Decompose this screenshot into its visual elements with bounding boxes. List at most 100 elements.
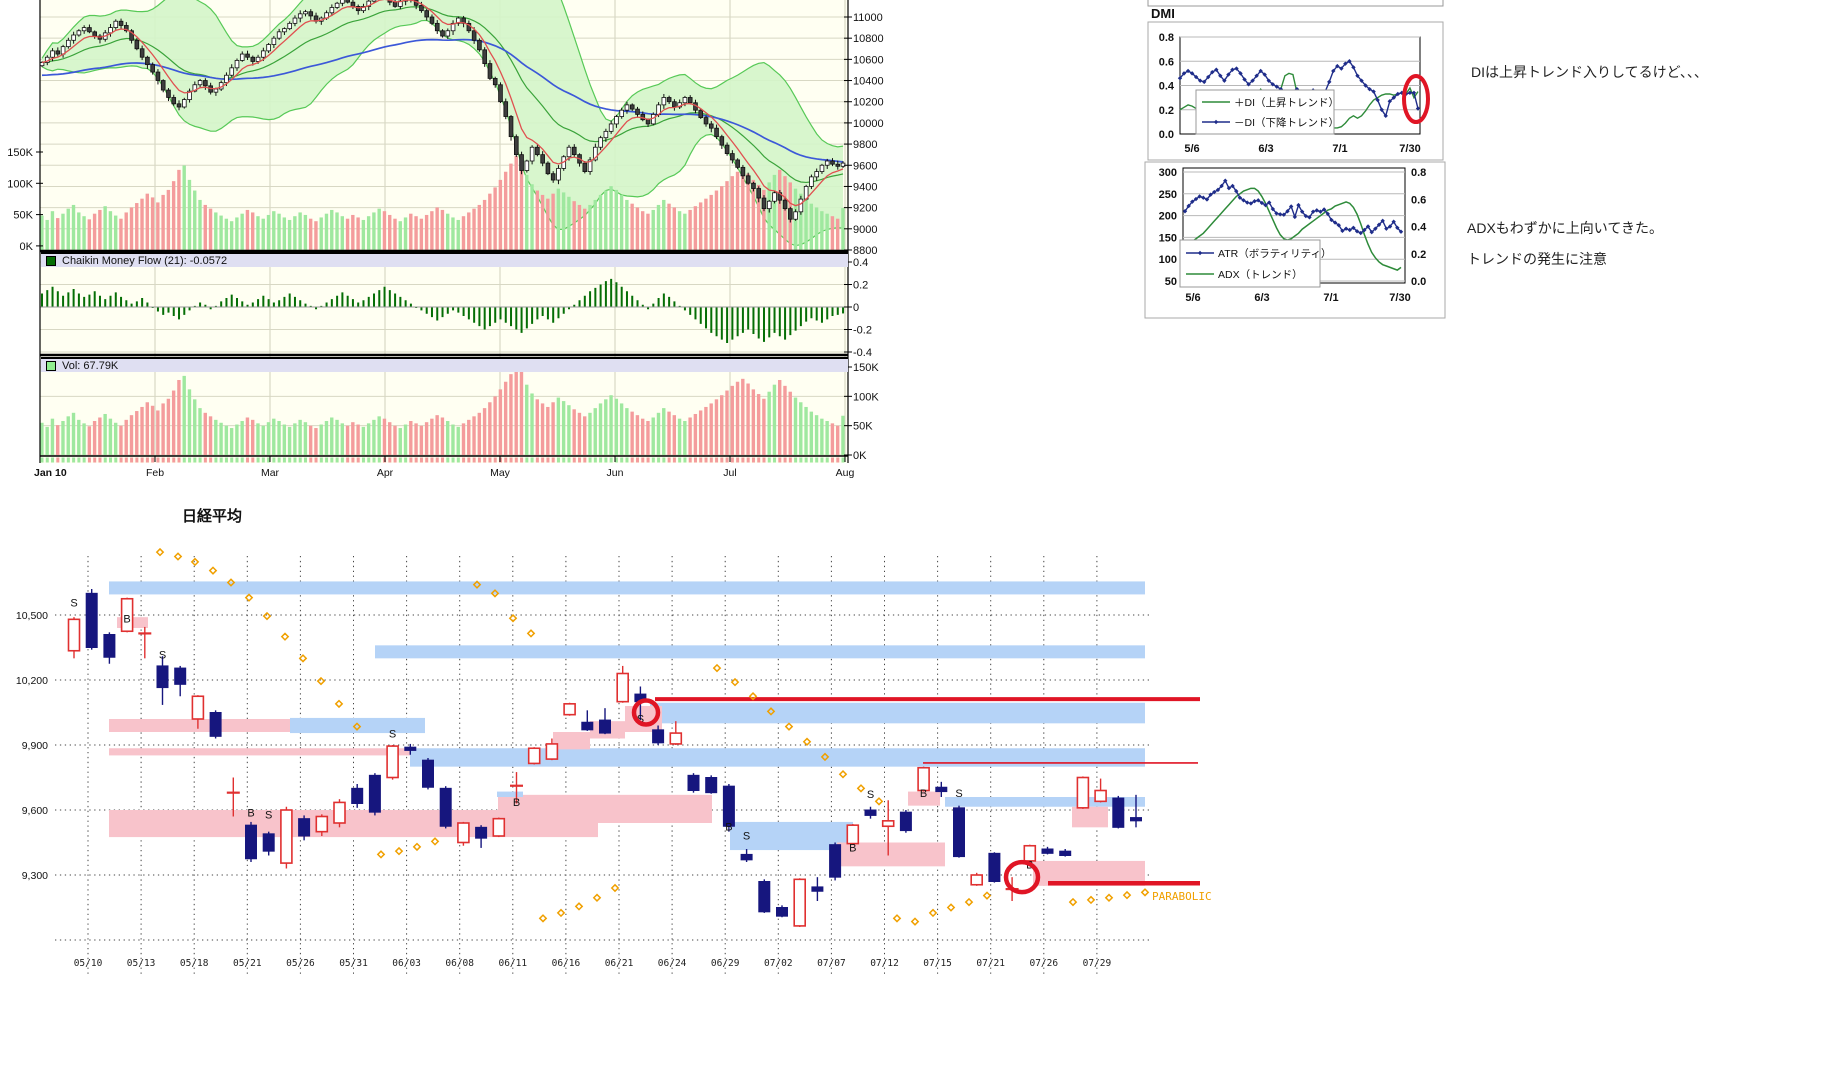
svg-text:06/11: 06/11 xyxy=(498,958,527,969)
svg-text:5/6: 5/6 xyxy=(1185,292,1200,304)
svg-text:＋DI（上昇トレンド）: ＋DI（上昇トレンド） xyxy=(1234,97,1339,109)
svg-text:10800: 10800 xyxy=(853,33,884,45)
svg-text:Jul: Jul xyxy=(723,467,736,479)
annotation-adx-up: ADXもわずかに上向いてきた。 xyxy=(1467,220,1663,236)
sell-signal-label: S xyxy=(867,789,874,801)
svg-text:07/15: 07/15 xyxy=(923,958,952,969)
svg-text:07/21: 07/21 xyxy=(976,958,1005,969)
svg-text:0.6: 0.6 xyxy=(1411,194,1426,206)
svg-text:11000: 11000 xyxy=(853,12,883,24)
svg-text:05/18: 05/18 xyxy=(180,958,209,969)
cmf-legend-swatch-icon xyxy=(46,255,56,266)
volume-overlay xyxy=(40,156,845,250)
sell-signal-label: S xyxy=(637,713,644,725)
svg-text:-0.4: -0.4 xyxy=(853,347,872,359)
svg-text:-0.2: -0.2 xyxy=(853,325,872,337)
svg-text:5/6: 5/6 xyxy=(1184,143,1199,155)
svg-text:06/03: 06/03 xyxy=(392,958,421,969)
svg-text:07/26: 07/26 xyxy=(1029,958,1058,969)
svg-text:0.4: 0.4 xyxy=(1159,81,1175,93)
svg-text:10600: 10600 xyxy=(853,54,884,66)
svg-text:May: May xyxy=(490,467,511,479)
atr-legend: ATR（ボラティリティ） ADX（トレンド） xyxy=(1179,239,1331,288)
svg-text:07/29: 07/29 xyxy=(1083,958,1112,969)
sell-signal-label: S xyxy=(955,788,962,800)
svg-text:Mar: Mar xyxy=(261,467,280,479)
svg-text:Feb: Feb xyxy=(146,467,164,479)
vol-header-strip: Vol: 67.79K xyxy=(41,357,848,372)
svg-text:300: 300 xyxy=(1159,167,1177,179)
sell-signal-label: S xyxy=(389,728,396,740)
svg-text:50K: 50K xyxy=(13,210,33,222)
vol-label: Vol: 67.79K xyxy=(62,359,119,372)
sell-signal-label: S xyxy=(70,597,77,609)
nikkei-chart-title: 日経平均 xyxy=(182,508,243,525)
svg-text:Jun: Jun xyxy=(607,467,624,479)
atr-adx-panel: 300 250 200 150 100 50 0.8 0.6 0.4 0.2 0.0 ATR（ボラティ… xyxy=(1144,161,1446,319)
svg-text:－DI（下降トレンド）: －DI（下降トレンド） xyxy=(1234,116,1339,129)
svg-text:10400: 10400 xyxy=(853,76,884,88)
cmf-header-strip: Chaikin Money Flow (21): -0.0572 xyxy=(41,252,848,267)
buy-signal-label: B xyxy=(247,808,254,820)
signal-red-circle-annotation xyxy=(631,698,661,727)
svg-text:7/1: 7/1 xyxy=(1323,292,1338,304)
svg-text:50K: 50K xyxy=(853,421,873,433)
svg-text:07/12: 07/12 xyxy=(870,958,899,969)
annotation-trend-caution: トレンドの発生に注意 xyxy=(1467,251,1607,267)
buy-signal-label: B xyxy=(920,788,927,800)
sell-signal-label: S xyxy=(743,830,750,842)
svg-text:9000: 9000 xyxy=(853,224,877,236)
svg-text:100: 100 xyxy=(1159,254,1177,266)
signal-red-circle-annotation xyxy=(1003,859,1041,895)
dmi-legend: ＋DI（上昇トレンド） －DI（下降トレンド） xyxy=(1195,89,1339,135)
sell-signal-label: S xyxy=(159,649,166,661)
svg-text:9,600: 9,600 xyxy=(22,805,48,817)
svg-text:200: 200 xyxy=(1159,211,1177,223)
dmi-panel: 0.8 0.6 0.4 0.2 0.0 ＋DI（上昇トレンド） －DI（下降トレンド） 5/6… xyxy=(1147,0,1444,161)
vol-panel-bars xyxy=(40,367,845,455)
daily-chart: 11000 10800 10600 10400 10200 10000 9800 9600 94… xyxy=(7,0,884,479)
svg-text:10,500: 10,500 xyxy=(16,610,48,622)
svg-text:06/29: 06/29 xyxy=(711,958,740,969)
svg-text:06/21: 06/21 xyxy=(605,958,634,969)
svg-text:0K: 0K xyxy=(853,450,867,462)
vol-legend-swatch-icon xyxy=(46,360,56,371)
svg-text:0.2: 0.2 xyxy=(853,280,868,292)
buy-signal-label: B xyxy=(513,797,520,809)
svg-text:150K: 150K xyxy=(7,147,33,159)
daily-candles xyxy=(40,0,846,223)
svg-text:07/07: 07/07 xyxy=(817,958,846,969)
svg-text:05/13: 05/13 xyxy=(127,958,156,969)
svg-text:06/24: 06/24 xyxy=(658,958,687,969)
svg-text:0.0: 0.0 xyxy=(1411,276,1426,288)
svg-text:7/30: 7/30 xyxy=(1389,292,1410,304)
svg-text:10000: 10000 xyxy=(853,118,884,130)
sell-signal-label: S xyxy=(265,810,272,822)
svg-text:10,200: 10,200 xyxy=(16,675,48,687)
cmf-label: Chaikin Money Flow (21): -0.0572 xyxy=(62,254,228,267)
svg-text:6/3: 6/3 xyxy=(1258,143,1273,155)
svg-text:7/30: 7/30 xyxy=(1399,143,1420,155)
parabolic-label: PARABOLIC xyxy=(1152,890,1212,903)
svg-text:0.8: 0.8 xyxy=(1411,167,1426,179)
buy-signal-label: B xyxy=(123,614,130,626)
nikkei-candles xyxy=(67,588,1142,928)
annotation-di-trend: DIは上昇トレンド入りしてるけど、、、 xyxy=(1471,64,1708,80)
svg-text:8800: 8800 xyxy=(853,245,877,257)
support-resistance-bands xyxy=(109,581,1145,886)
svg-text:07/02: 07/02 xyxy=(764,958,793,969)
svg-text:10200: 10200 xyxy=(853,97,884,109)
svg-text:06/08: 06/08 xyxy=(445,958,474,969)
svg-text:0: 0 xyxy=(853,302,859,314)
svg-text:9400: 9400 xyxy=(853,181,877,193)
svg-text:6/3: 6/3 xyxy=(1254,292,1269,304)
svg-text:150K: 150K xyxy=(853,362,879,374)
svg-text:Jan 10: Jan 10 xyxy=(34,467,67,479)
svg-text:0K: 0K xyxy=(20,241,34,253)
parabolic-sar-dots xyxy=(155,547,1150,926)
dmi-red-circle-annotation xyxy=(1402,74,1430,124)
svg-text:ATR（ボラティリティ）: ATR（ボラティリティ） xyxy=(1218,248,1331,260)
svg-text:50: 50 xyxy=(1165,276,1177,288)
